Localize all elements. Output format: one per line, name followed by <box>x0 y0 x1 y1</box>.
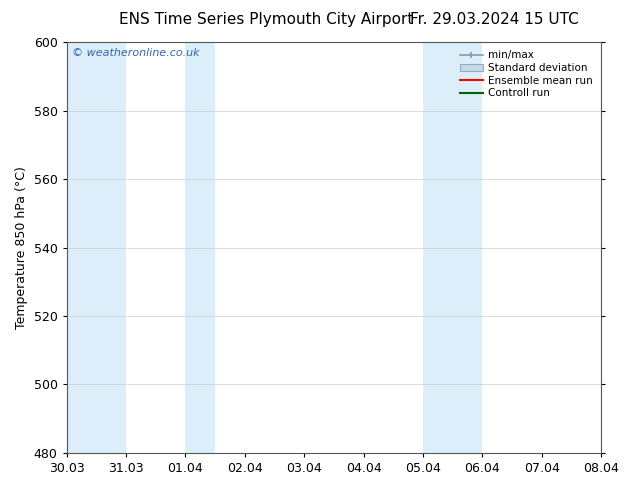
Text: ENS Time Series Plymouth City Airport: ENS Time Series Plymouth City Airport <box>119 12 413 27</box>
Text: Fr. 29.03.2024 15 UTC: Fr. 29.03.2024 15 UTC <box>410 12 579 27</box>
Bar <box>601 42 631 453</box>
Bar <box>67 42 126 453</box>
Bar <box>185 42 215 453</box>
Y-axis label: Temperature 850 hPa (°C): Temperature 850 hPa (°C) <box>15 166 28 329</box>
Text: © weatheronline.co.uk: © weatheronline.co.uk <box>72 48 200 58</box>
Legend: min/max, Standard deviation, Ensemble mean run, Controll run: min/max, Standard deviation, Ensemble me… <box>456 47 596 101</box>
Bar <box>423 42 482 453</box>
